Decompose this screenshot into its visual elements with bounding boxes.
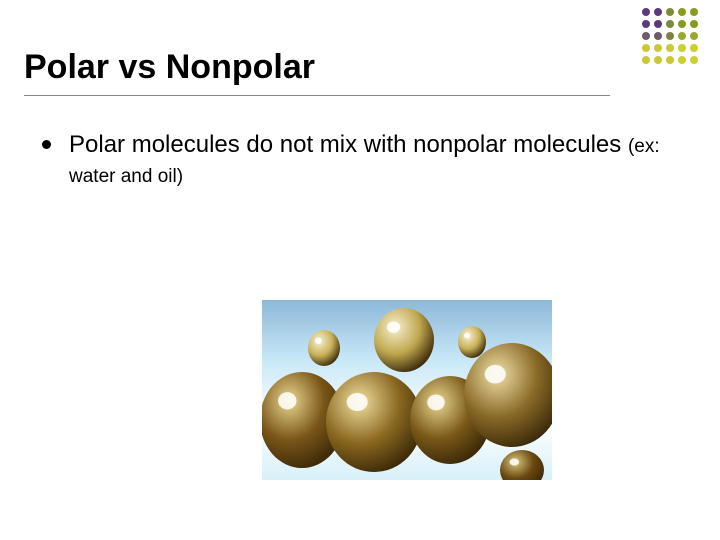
decorative-dot	[666, 20, 674, 28]
decorative-dot	[678, 32, 686, 40]
decorative-dot	[654, 56, 662, 64]
decorative-dot	[666, 32, 674, 40]
bullet-icon	[42, 140, 51, 149]
decorative-dot	[678, 8, 686, 16]
decorative-dot	[654, 20, 662, 28]
decorative-dot	[690, 20, 698, 28]
decorative-dot	[678, 44, 686, 52]
decorative-dot	[654, 32, 662, 40]
decorative-dot	[690, 8, 698, 16]
decorative-dot	[690, 32, 698, 40]
body-area: Polar molecules do not mix with nonpolar…	[42, 130, 660, 190]
title-area: Polar vs Nonpolar	[24, 48, 610, 96]
oil-water-image	[262, 300, 552, 480]
decorative-dot	[690, 56, 698, 64]
decorative-dot	[654, 8, 662, 16]
bullet-item: Polar molecules do not mix with nonpolar…	[42, 130, 660, 190]
slide-title: Polar vs Nonpolar	[24, 48, 610, 96]
decorative-dot	[642, 20, 650, 28]
decorative-dot	[642, 44, 650, 52]
decorative-dot	[642, 56, 650, 64]
decorative-dot	[666, 56, 674, 64]
decorative-dot	[642, 8, 650, 16]
decorative-dot	[642, 32, 650, 40]
bullet-main-text: Polar molecules do not mix with nonpolar…	[69, 131, 628, 158]
decorative-dot	[666, 44, 674, 52]
decorative-dot	[666, 8, 674, 16]
bullet-text: Polar molecules do not mix with nonpolar…	[69, 130, 660, 190]
decorative-dot	[654, 44, 662, 52]
decorative-dot-grid	[642, 8, 700, 66]
decorative-dot	[678, 56, 686, 64]
decorative-dot	[690, 44, 698, 52]
decorative-dot	[678, 20, 686, 28]
